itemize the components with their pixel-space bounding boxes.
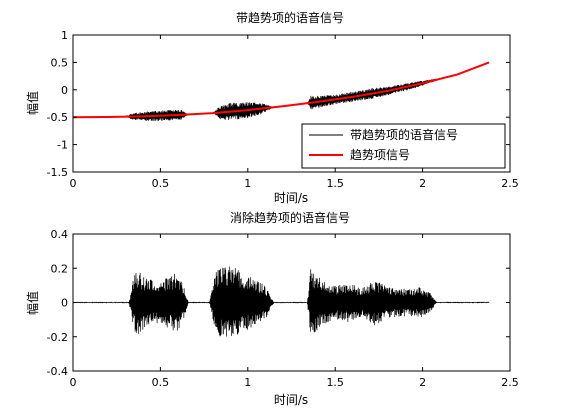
top-y-axis-label: 幅值 <box>25 91 40 115</box>
top-x-tick-label: 1 <box>244 177 251 190</box>
bottom-y-ticks: -0.4 -0.2 0 0.2 0.4 <box>47 228 510 378</box>
legend-entry-signal: 带趋势项的语音信号 <box>350 127 458 142</box>
legend-box <box>301 123 506 169</box>
bottom-chart-title: 消除趋势项的语音信号 <box>230 210 350 225</box>
bottom-x-tick-label: 2.5 <box>501 376 519 389</box>
bottom-x-tick-label: 2 <box>419 376 426 389</box>
bottom-chart: 消除趋势项的语音信号 0 0.5 1 1.5 2 2.5 -0.4-0.200.20.4 … <box>25 210 519 407</box>
bottom-x-tick-label: 0 <box>70 376 77 389</box>
top-x-tick-label: 2.5 <box>501 177 519 190</box>
bottom-chart-marks <box>72 266 490 337</box>
bottom-x-tick-label: 1.5 <box>326 376 344 389</box>
top-chart-marks <box>72 61 490 122</box>
bottom-y-axis-label: 幅值 <box>25 291 40 315</box>
bottom-y-tick-label: 0 <box>61 297 68 310</box>
bottom-x-ticks: 0 0.5 1 1.5 2 2.5 <box>70 234 519 389</box>
top-x-tick-label: 2 <box>419 177 426 190</box>
top-y-tick-label: -1.5 <box>47 166 68 179</box>
bottom-x-axis-label: 时间/s <box>274 393 308 407</box>
top-x-ticks: 0 0.5 1 1.5 2 2.5 <box>70 35 519 190</box>
top-legend: 带趋势项的语音信号 趋势项信号 <box>301 123 506 169</box>
bottom-y-tick-label: -0.4 <box>47 365 68 378</box>
top-y-tick-label: -1 <box>57 139 68 152</box>
top-y-tick-label: 1 <box>61 29 68 42</box>
top-chart: 带趋势项的语音信号 0 0.5 1 1.5 2 2.5 -1.5 -1 -0.5 0 0.5 1 时… <box>25 10 519 205</box>
top-axes-box <box>72 34 511 173</box>
bottom-y-tick-label: -0.2 <box>47 331 68 344</box>
bottom-y-tick-label: 0.4 <box>51 228 69 241</box>
top-y-tick-label: -0.5 <box>47 111 68 124</box>
legend-entry-trend: 趋势项信号 <box>350 148 410 162</box>
top-y-tick-label: 0 <box>61 84 68 97</box>
bottom-x-tick-label: 1 <box>244 376 251 389</box>
top-y-ticks: -1.5 -1 -0.5 0 0.5 1 <box>47 29 510 179</box>
top-x-tick-label: 0.5 <box>152 177 170 190</box>
bottom-x-tick-label: 0.5 <box>152 376 170 389</box>
top-series-trend-line <box>72 61 490 119</box>
top-x-tick-label: 1.5 <box>326 177 344 190</box>
top-y-tick-label: 0.5 <box>51 56 69 69</box>
top-x-axis-label: 时间/s <box>274 191 308 205</box>
top-chart-title: 带趋势项的语音信号 <box>236 10 344 25</box>
bottom-y-tick-label: 0.2 <box>51 262 69 275</box>
bottom-series-signal-line <box>72 266 490 337</box>
top-x-tick-label: 0 <box>70 177 77 190</box>
